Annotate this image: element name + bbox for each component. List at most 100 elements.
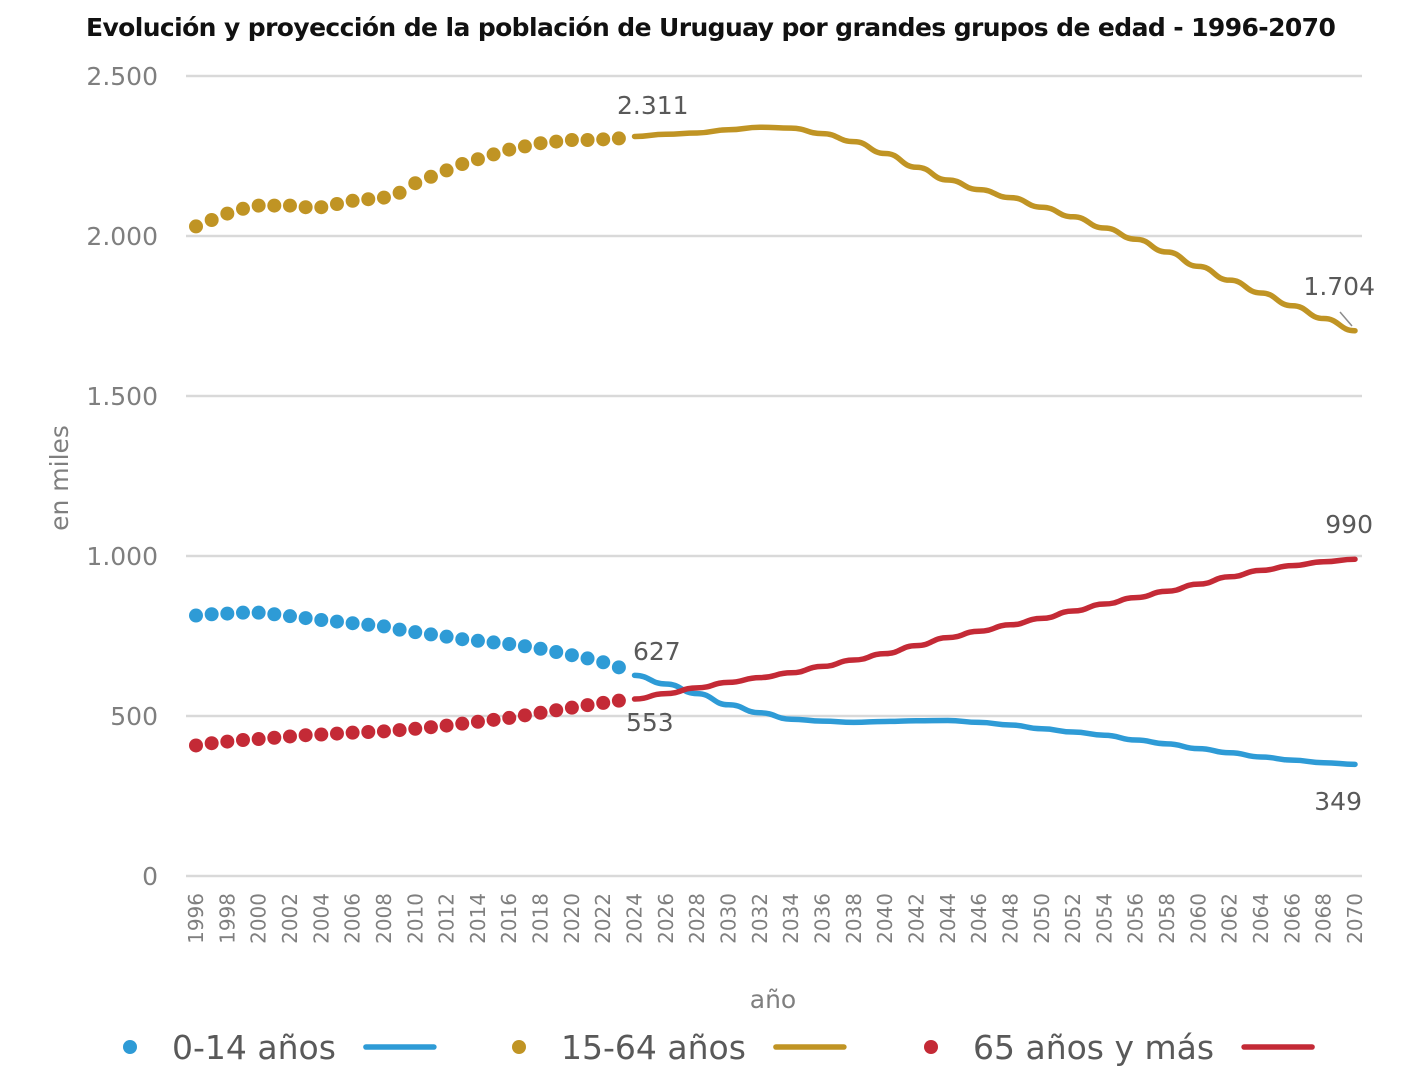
x-tick-label: 2066	[1280, 893, 1304, 944]
x-tick-label: 2048	[998, 893, 1022, 944]
data-point	[502, 710, 517, 725]
x-tick-label: 2028	[685, 893, 709, 944]
data-point	[486, 712, 501, 727]
leader-line	[1339, 311, 1353, 327]
data-point	[439, 629, 454, 644]
y-tick-label: 0	[142, 862, 158, 891]
x-axis-label: año	[750, 985, 796, 1014]
data-point	[611, 660, 626, 675]
data-point	[189, 738, 203, 753]
legend-label: 65 años y más	[973, 1028, 1214, 1067]
legend-label: 15-64 años	[561, 1028, 746, 1067]
data-point	[361, 725, 376, 739]
x-tick-label: 2046	[967, 893, 991, 944]
x-tick-label: 2070	[1343, 893, 1367, 944]
x-tick-label: 2044	[936, 893, 960, 944]
x-tick-label: 2002	[278, 893, 302, 944]
data-point	[455, 716, 470, 731]
x-tick-label: 2004	[309, 893, 333, 944]
data-point	[345, 725, 360, 740]
data-point	[439, 718, 454, 733]
series-0-14-a-os	[189, 605, 1358, 768]
x-tick-label: 2034	[779, 893, 803, 944]
y-axis-ticks: 0 500 1.000 1.500 2.000 2.500	[86, 62, 158, 891]
data-point	[549, 645, 564, 659]
data-point	[423, 627, 438, 642]
x-tick-label: 2018	[529, 893, 553, 944]
data-point	[517, 639, 532, 654]
x-tick-label: 2022	[591, 893, 615, 944]
data-point	[189, 219, 203, 234]
data-point	[329, 726, 344, 741]
data-point	[314, 200, 329, 215]
data-point	[282, 609, 297, 624]
x-axis-ticks: 1996 1998 2000 2002 2004 2006 2008 2010 2012 2014…	[184, 893, 1367, 944]
data-point	[470, 714, 485, 729]
data-point	[564, 700, 579, 715]
data-point	[423, 720, 438, 735]
data-point	[376, 724, 391, 739]
data-label: 990	[1325, 510, 1373, 539]
projection-line	[631, 672, 1358, 768]
data-label: 553	[626, 708, 674, 737]
data-point	[361, 617, 376, 632]
data-point	[486, 147, 501, 162]
x-tick-label: 1998	[215, 893, 239, 944]
data-point	[502, 637, 517, 651]
data-label: 627	[633, 637, 681, 666]
x-tick-label: 2010	[403, 893, 427, 944]
data-point	[376, 190, 391, 205]
data-point	[345, 193, 360, 208]
y-axis-label: en miles	[45, 425, 74, 531]
chart-title: Evolución y proyección de la población d…	[86, 13, 1335, 42]
legend-item-15-64-a-os: 15-64 años	[512, 1028, 847, 1067]
data-point	[596, 695, 611, 710]
data-point	[267, 198, 282, 213]
data-point	[251, 605, 266, 620]
data-point	[611, 693, 626, 708]
data-label: 349	[1314, 787, 1362, 816]
data-point	[314, 727, 329, 742]
x-tick-label: 2032	[748, 893, 772, 944]
data-point	[251, 198, 266, 213]
x-tick-label: 2040	[873, 893, 897, 944]
projection-line	[631, 556, 1358, 702]
data-point	[267, 607, 282, 622]
x-tick-label: 2012	[435, 893, 459, 944]
x-tick-label: 2042	[904, 893, 928, 944]
data-point	[408, 625, 423, 640]
x-tick-label: 2000	[247, 893, 271, 944]
data-point	[235, 605, 250, 620]
x-tick-label: 2050	[1030, 893, 1054, 944]
x-tick-label: 2062	[1218, 893, 1242, 944]
data-point	[204, 213, 219, 227]
data-point	[376, 619, 391, 634]
annotations: 2.311 1.704 627 553 990 349	[617, 91, 1375, 816]
x-tick-label: 2020	[560, 893, 584, 944]
data-point	[220, 206, 235, 221]
data-point	[345, 616, 360, 631]
data-point	[298, 611, 313, 626]
x-tick-label: 2008	[372, 893, 396, 944]
data-point	[455, 632, 470, 647]
x-tick-label: 2058	[1155, 893, 1179, 944]
x-tick-label: 2006	[341, 893, 365, 944]
x-tick-label: 2068	[1312, 893, 1336, 944]
data-point	[564, 648, 579, 663]
data-point	[580, 698, 595, 713]
data-point	[408, 176, 423, 191]
data-point	[189, 608, 203, 623]
data-point	[533, 641, 548, 656]
data-point	[392, 723, 407, 738]
y-tick-label: 1.500	[86, 382, 158, 411]
data-point	[329, 614, 344, 629]
data-point	[439, 163, 454, 178]
data-point	[267, 730, 282, 745]
projection-line	[631, 124, 1358, 334]
legend-item-65-a-os-y-m-s: 65 años y más	[924, 1028, 1315, 1067]
data-point	[549, 134, 564, 149]
data-point	[282, 198, 297, 213]
data-point	[580, 651, 595, 666]
data-point	[251, 732, 266, 747]
data-point	[408, 721, 423, 736]
